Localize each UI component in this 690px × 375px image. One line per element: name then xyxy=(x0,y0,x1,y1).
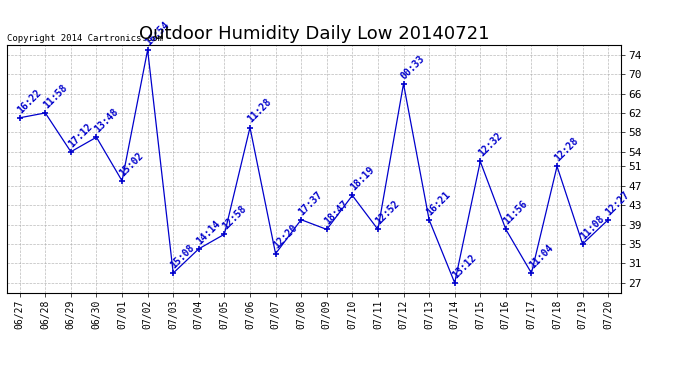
Text: 11:08: 11:08 xyxy=(578,213,607,241)
Text: 14:14: 14:14 xyxy=(195,218,222,246)
Text: 18:47: 18:47 xyxy=(322,199,351,226)
Text: 12:52: 12:52 xyxy=(373,199,402,226)
Text: 13:48: 13:48 xyxy=(92,106,120,134)
Text: 12:27: 12:27 xyxy=(604,189,632,217)
Text: 11:58: 11:58 xyxy=(41,82,69,110)
Text: 17:12: 17:12 xyxy=(66,121,95,149)
Text: 12:28: 12:28 xyxy=(553,136,580,164)
Title: Outdoor Humidity Daily Low 20140721: Outdoor Humidity Daily Low 20140721 xyxy=(139,26,489,44)
Text: 18:19: 18:19 xyxy=(348,165,376,193)
Text: 12:58: 12:58 xyxy=(220,204,248,231)
Text: 15:02: 15:02 xyxy=(118,150,146,178)
Text: 11:04: 11:04 xyxy=(527,243,555,270)
Text: Copyright 2014 Cartronics.com: Copyright 2014 Cartronics.com xyxy=(7,33,163,42)
Text: 13:12: 13:12 xyxy=(451,252,478,280)
Text: 11:28: 11:28 xyxy=(246,97,273,125)
Text: 11:56: 11:56 xyxy=(502,199,529,226)
Text: Humidity  (%): Humidity (%) xyxy=(531,32,611,42)
Text: 12:32: 12:32 xyxy=(476,131,504,159)
Text: 17:37: 17:37 xyxy=(297,189,325,217)
Text: 16:21: 16:21 xyxy=(425,189,453,217)
Text: 12:20: 12:20 xyxy=(271,223,299,251)
Text: 00:33: 00:33 xyxy=(400,53,427,81)
Text: 16:54: 16:54 xyxy=(144,19,171,47)
Text: 16:22: 16:22 xyxy=(15,87,43,115)
Text: 15:08: 15:08 xyxy=(169,243,197,270)
